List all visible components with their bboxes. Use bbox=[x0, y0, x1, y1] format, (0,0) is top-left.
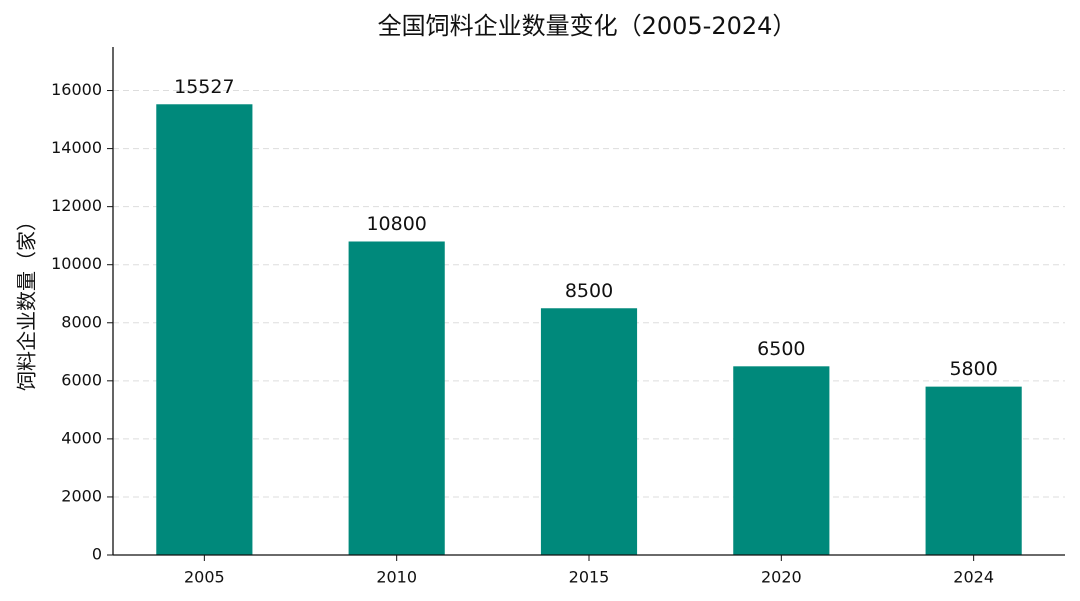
y-tick-label: 14000 bbox=[51, 138, 102, 157]
value-label: 15527 bbox=[174, 76, 234, 98]
value-label: 8500 bbox=[565, 280, 613, 302]
value-label: 6500 bbox=[757, 338, 805, 360]
value-label: 10800 bbox=[366, 213, 426, 235]
bar bbox=[733, 366, 830, 555]
y-tick-label: 12000 bbox=[51, 196, 102, 215]
x-tick-label: 2005 bbox=[184, 568, 225, 587]
x-tick-label: 2010 bbox=[376, 568, 417, 587]
chart-title: 全国饲料企业数量变化（2005-2024） bbox=[378, 12, 797, 40]
y-tick-label: 10000 bbox=[51, 254, 102, 273]
value-label: 5800 bbox=[949, 358, 997, 380]
y-tick-label: 8000 bbox=[61, 312, 102, 331]
bar bbox=[925, 386, 1022, 555]
bar bbox=[348, 241, 445, 555]
bar bbox=[540, 308, 638, 555]
x-tick-label: 2024 bbox=[953, 568, 994, 587]
x-tick-label: 2015 bbox=[569, 568, 610, 587]
y-tick-label: 2000 bbox=[61, 486, 102, 505]
bar bbox=[156, 104, 253, 555]
y-axis-label: 饲料企业数量（家） bbox=[15, 211, 39, 391]
x-tick-label: 2020 bbox=[761, 568, 802, 587]
y-tick-label: 4000 bbox=[61, 428, 102, 447]
y-tick-label: 6000 bbox=[61, 370, 102, 389]
y-tick-label: 16000 bbox=[51, 80, 102, 99]
y-tick-label: 0 bbox=[92, 545, 102, 564]
